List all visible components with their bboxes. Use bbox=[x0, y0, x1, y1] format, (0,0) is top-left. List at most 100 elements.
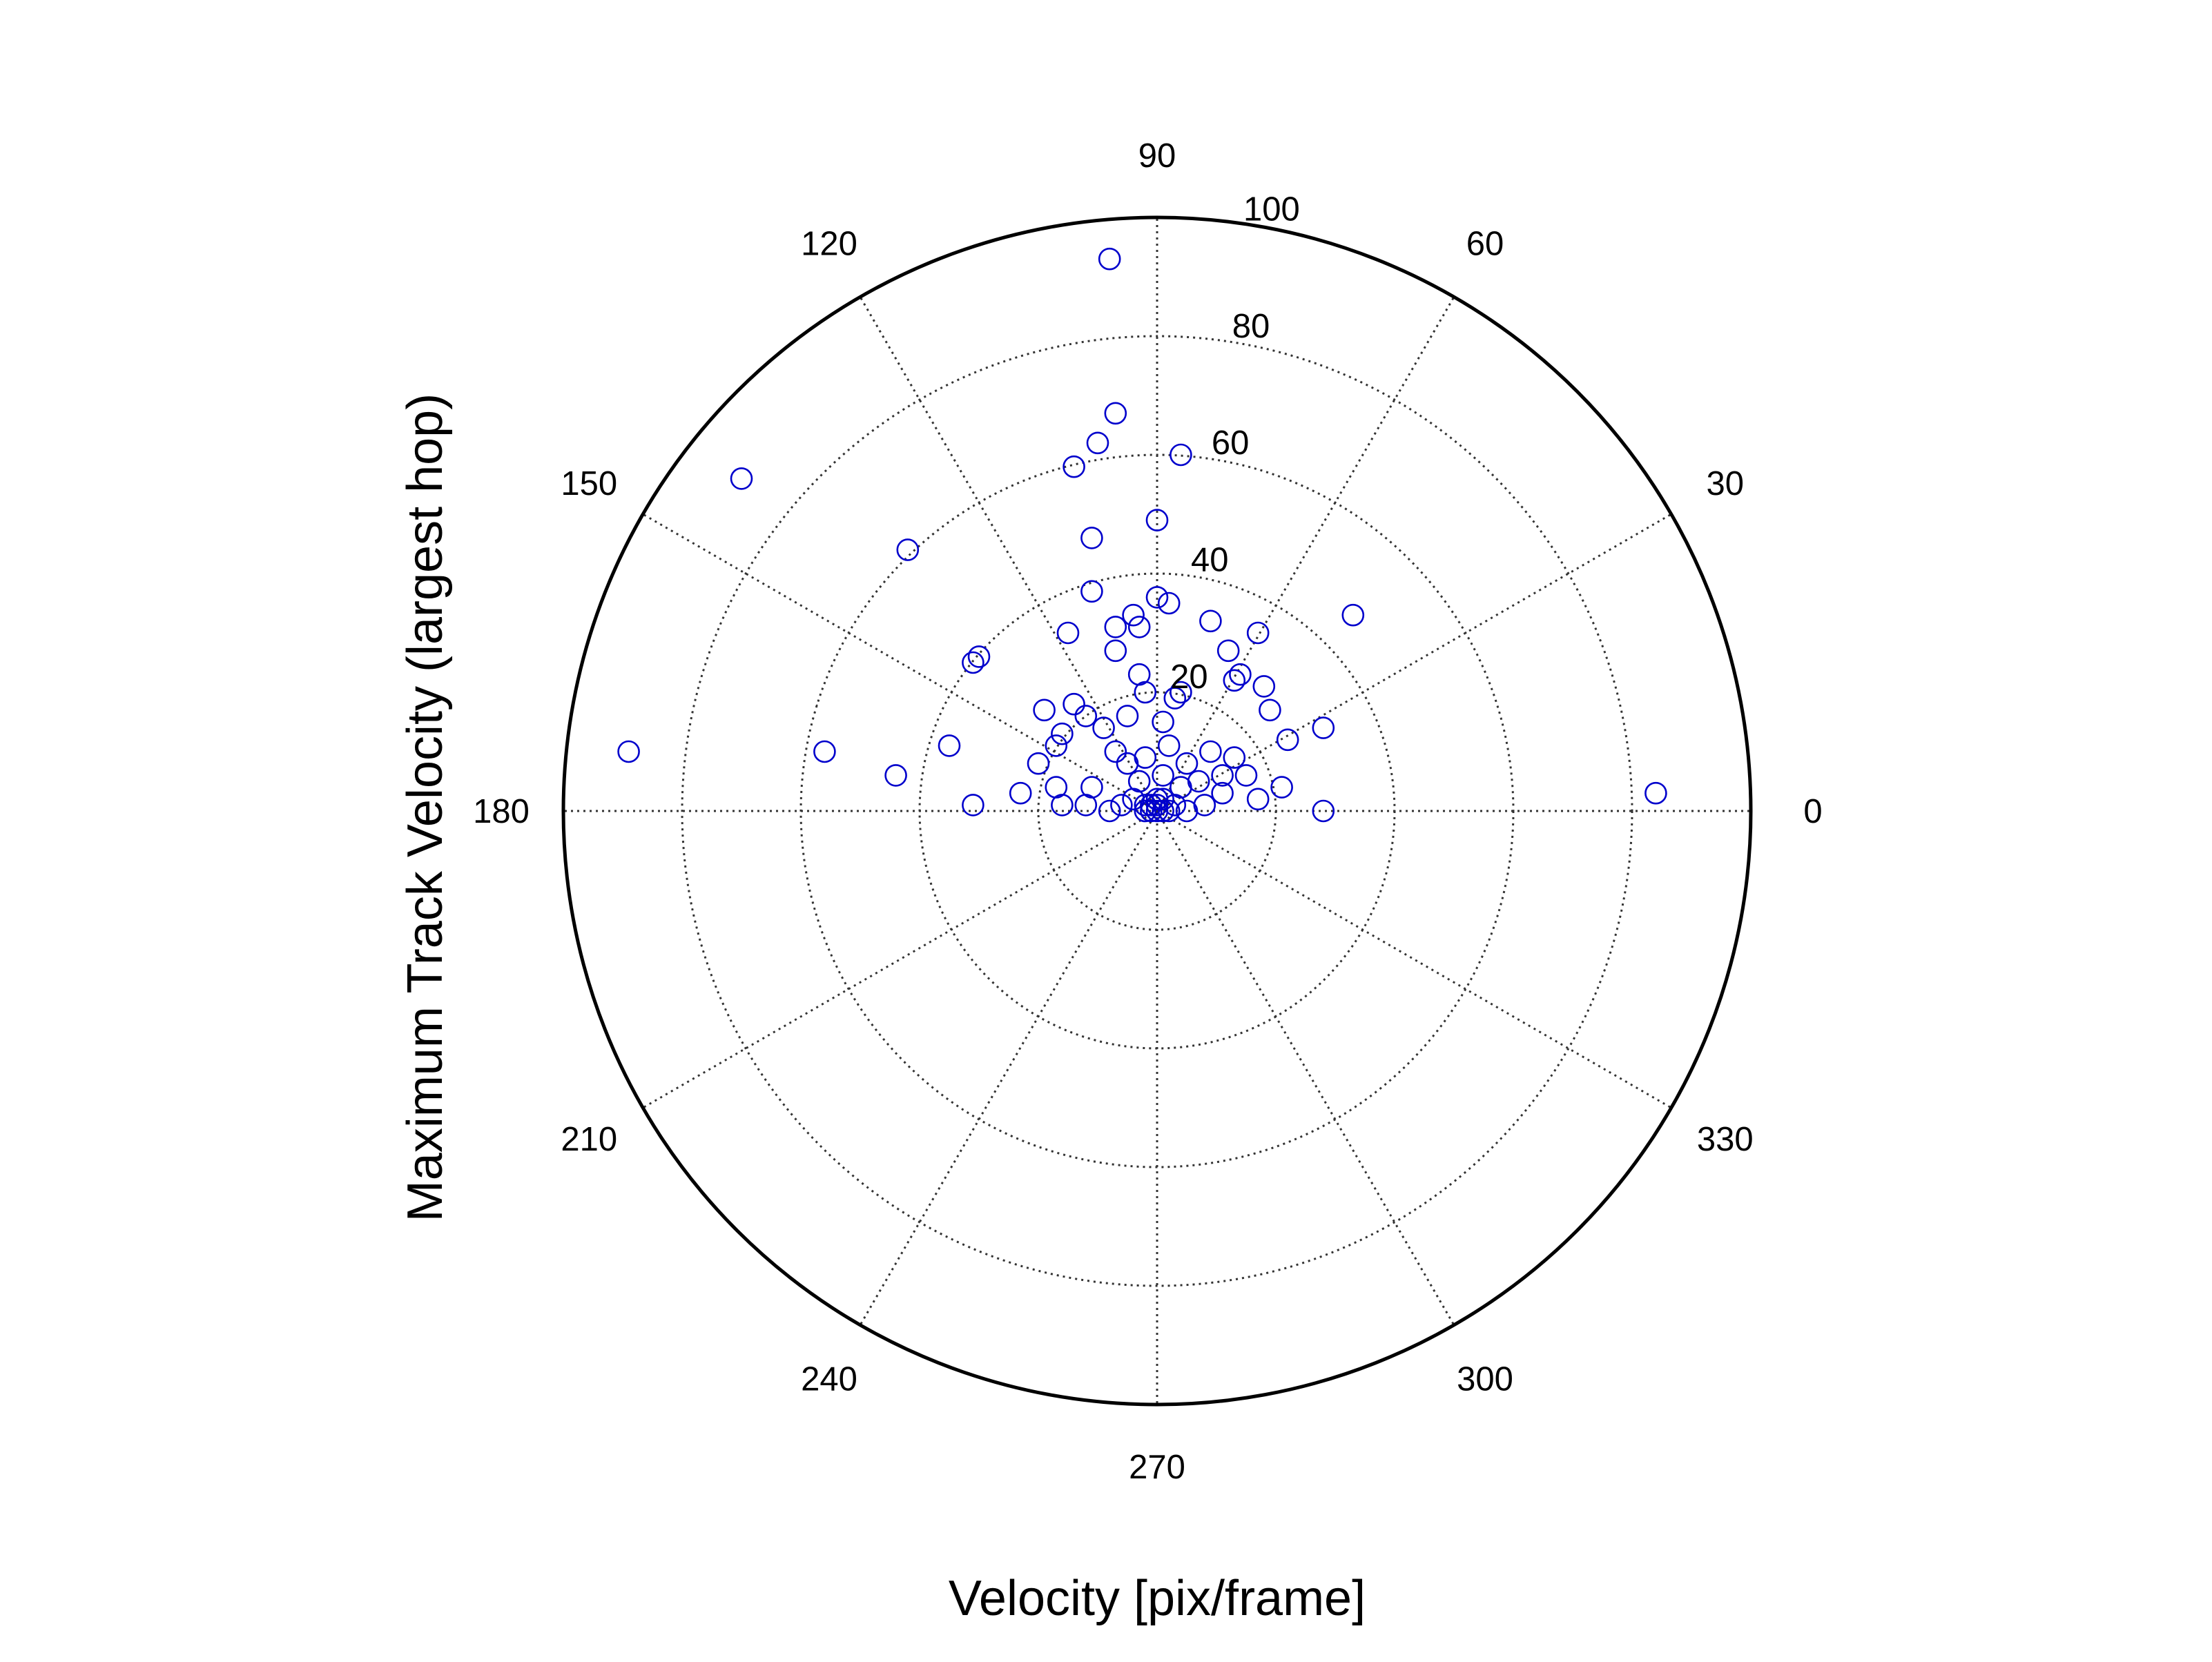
data-point-43 bbox=[1092, 716, 1115, 739]
data-point-18 bbox=[1246, 621, 1270, 645]
r-tick-60: 60 bbox=[1212, 424, 1250, 462]
data-point-50 bbox=[1009, 781, 1032, 805]
data-point-20 bbox=[1104, 616, 1127, 638]
data-point-81 bbox=[1145, 788, 1169, 811]
data-point-79 bbox=[1157, 799, 1181, 823]
data-point-41 bbox=[1063, 692, 1085, 716]
data-point-38 bbox=[1312, 799, 1335, 823]
grid-layer bbox=[561, 215, 1753, 1407]
data-point-32 bbox=[1276, 728, 1299, 752]
data-point-3 bbox=[617, 740, 640, 763]
data-point-74 bbox=[1145, 799, 1169, 823]
data-point-75 bbox=[1140, 799, 1163, 823]
data-point-6 bbox=[1086, 431, 1109, 455]
data-point-10 bbox=[1080, 527, 1103, 549]
data-point-0 bbox=[1098, 247, 1121, 271]
data-point-8 bbox=[1170, 443, 1192, 467]
data-point-7 bbox=[1063, 455, 1085, 478]
data-point-5 bbox=[1104, 402, 1127, 425]
data-point-65 bbox=[1074, 794, 1098, 817]
data-point-59 bbox=[1134, 746, 1157, 769]
r-tick-80: 80 bbox=[1232, 308, 1270, 345]
theta-tick-150: 150 bbox=[561, 465, 617, 502]
theta-tick-270: 270 bbox=[1129, 1449, 1185, 1486]
ring-80 bbox=[681, 335, 1633, 1287]
data-point-37 bbox=[1270, 776, 1293, 799]
data-point-19 bbox=[1056, 621, 1080, 645]
ring-60 bbox=[799, 453, 1515, 1169]
data-point-69 bbox=[1152, 764, 1174, 787]
ring-20 bbox=[1037, 691, 1277, 931]
data-point-36 bbox=[1234, 764, 1258, 787]
theta-tick-30: 30 bbox=[1706, 465, 1744, 502]
data-point-66 bbox=[1051, 794, 1074, 817]
data-point-1 bbox=[730, 467, 753, 490]
data-point-29 bbox=[1252, 675, 1276, 698]
points-layer bbox=[617, 247, 1667, 823]
data-point-39 bbox=[1246, 788, 1270, 811]
theta-tick-210: 210 bbox=[561, 1121, 617, 1158]
data-point-55 bbox=[1116, 705, 1139, 727]
data-point-33 bbox=[1199, 740, 1222, 763]
data-point-14 bbox=[1122, 603, 1145, 627]
data-point-84 bbox=[1110, 794, 1133, 817]
x-axis-title: Velocity [pix/frame] bbox=[949, 1571, 1366, 1626]
data-point-16 bbox=[1157, 592, 1181, 615]
data-point-44 bbox=[1051, 722, 1074, 745]
spoke-300 bbox=[1156, 810, 1455, 1326]
data-point-47 bbox=[938, 734, 961, 757]
outer-ring bbox=[561, 215, 1753, 1407]
spoke-210 bbox=[642, 810, 1158, 1109]
y-axis-title: Maximum Track Velocity (largest hop) bbox=[398, 393, 453, 1222]
data-point-25 bbox=[1170, 681, 1192, 704]
data-point-77 bbox=[1145, 794, 1169, 817]
spoke-330 bbox=[1156, 810, 1672, 1109]
data-point-31 bbox=[1312, 716, 1335, 739]
theta-tick-120: 120 bbox=[801, 225, 857, 262]
labels-layer: 0 30 60 90 120 150 180 210 240 270 300 330 20 40 60 80 1… bbox=[473, 137, 1823, 1486]
data-point-61 bbox=[1175, 752, 1199, 775]
data-point-30 bbox=[1259, 698, 1281, 722]
theta-tick-90: 90 bbox=[1138, 137, 1176, 175]
data-point-56 bbox=[1152, 710, 1174, 734]
data-point-28 bbox=[1223, 669, 1246, 692]
theta-tick-300: 300 bbox=[1457, 1361, 1513, 1398]
data-point-9 bbox=[1145, 509, 1169, 531]
data-point-23 bbox=[1104, 639, 1127, 663]
data-point-34 bbox=[1223, 746, 1246, 769]
data-point-46 bbox=[813, 740, 836, 763]
data-point-17 bbox=[1199, 609, 1222, 633]
data-point-51 bbox=[1027, 752, 1050, 775]
spoke-240 bbox=[859, 810, 1158, 1326]
theta-tick-180: 180 bbox=[473, 793, 530, 830]
ring-40 bbox=[918, 572, 1396, 1050]
data-point-26 bbox=[1216, 639, 1240, 663]
data-point-60 bbox=[1157, 734, 1181, 757]
spoke-30 bbox=[1156, 513, 1672, 812]
data-point-40 bbox=[1211, 781, 1234, 805]
theta-tick-60: 60 bbox=[1466, 225, 1504, 262]
data-point-57 bbox=[1104, 740, 1127, 763]
data-point-48 bbox=[884, 764, 907, 787]
data-point-13 bbox=[1145, 586, 1169, 609]
r-tick-100: 100 bbox=[1243, 190, 1300, 228]
data-point-2 bbox=[1645, 781, 1667, 805]
theta-tick-330: 330 bbox=[1697, 1121, 1754, 1158]
data-point-4 bbox=[1341, 603, 1365, 627]
data-point-15 bbox=[1127, 616, 1151, 638]
data-point-85 bbox=[1098, 799, 1121, 823]
data-point-52 bbox=[1045, 734, 1068, 757]
data-point-11 bbox=[896, 538, 920, 561]
r-tick-20: 20 bbox=[1170, 658, 1208, 696]
data-point-76 bbox=[1152, 799, 1174, 823]
data-point-54 bbox=[1163, 687, 1187, 710]
data-point-35 bbox=[1211, 764, 1234, 787]
data-point-49 bbox=[962, 794, 984, 817]
data-point-83 bbox=[1193, 794, 1216, 817]
data-point-12 bbox=[1080, 580, 1103, 603]
data-point-45 bbox=[1033, 698, 1056, 722]
r-tick-40: 40 bbox=[1191, 542, 1229, 579]
data-point-53 bbox=[1134, 681, 1157, 704]
